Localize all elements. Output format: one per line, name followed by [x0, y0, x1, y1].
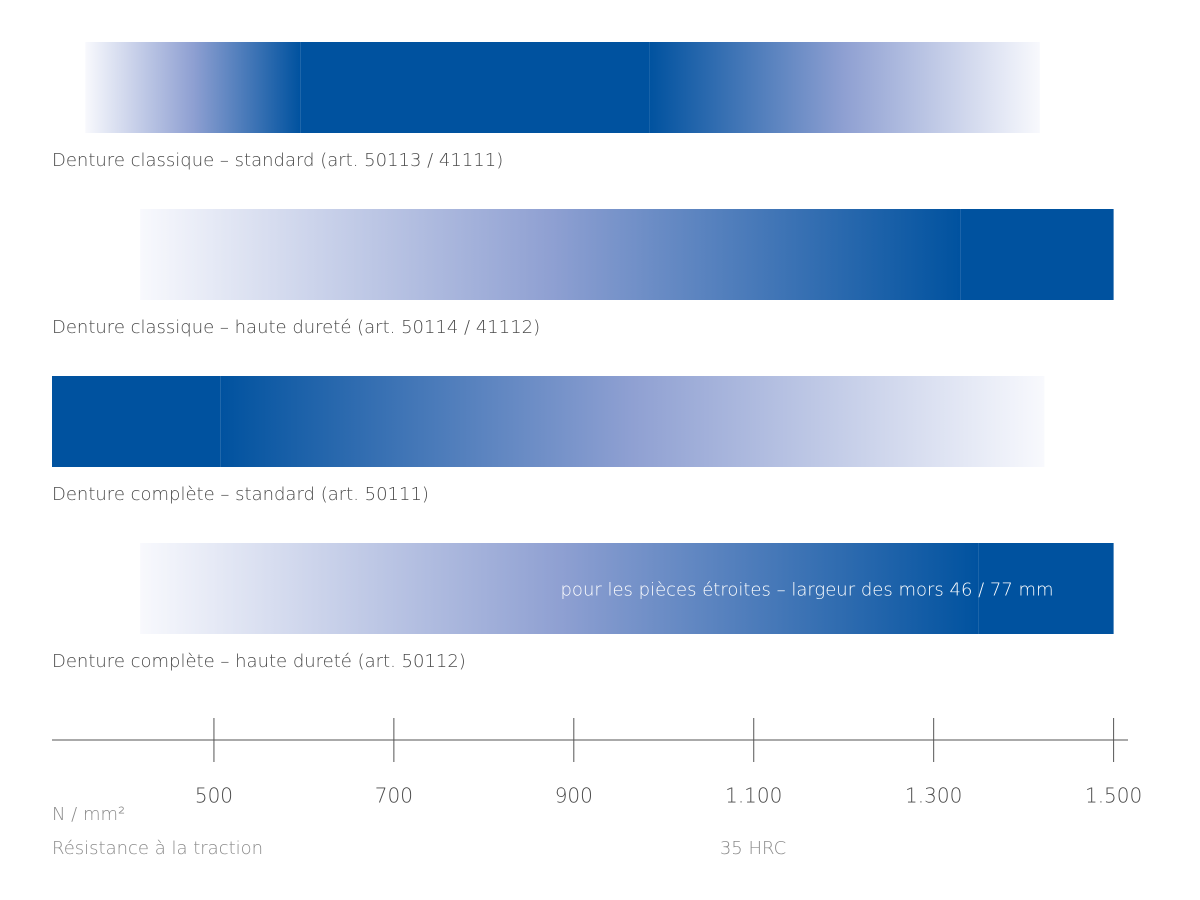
bar-label: Denture classique – haute dureté (art. 5…: [52, 317, 540, 338]
bar-fade-left: [85, 42, 301, 133]
x-tick-label: 900: [555, 784, 593, 808]
annotation: 35 HRC: [720, 838, 786, 859]
x-axis-label: Résistance à la traction: [52, 838, 263, 859]
bar-label: Denture complète – standard (art. 50111): [52, 484, 429, 505]
bar-core: [960, 209, 1114, 300]
x-tick-label: 1.300: [905, 784, 962, 808]
x-tick-label: 1.500: [1085, 784, 1142, 808]
bar-fade-right: [220, 376, 1045, 467]
bar-label: Denture classique – standard (art. 50113…: [52, 150, 503, 171]
bar-fade-left: [140, 209, 961, 300]
x-tick-label: 1.100: [725, 784, 782, 808]
x-unit: N / mm²: [52, 804, 125, 825]
bar-note: pour les pièces étroites – largeur des m…: [561, 580, 1054, 601]
bar-fade-left: [140, 543, 979, 634]
x-tick-label: 500: [195, 784, 233, 808]
bar-core: [978, 543, 1114, 634]
bar-fade-right: [649, 42, 1040, 133]
x-tick-label: 700: [375, 784, 413, 808]
bar-core: [52, 376, 221, 467]
bar-core: [300, 42, 650, 133]
bar-label: Denture complète – haute dureté (art. 50…: [52, 651, 466, 672]
